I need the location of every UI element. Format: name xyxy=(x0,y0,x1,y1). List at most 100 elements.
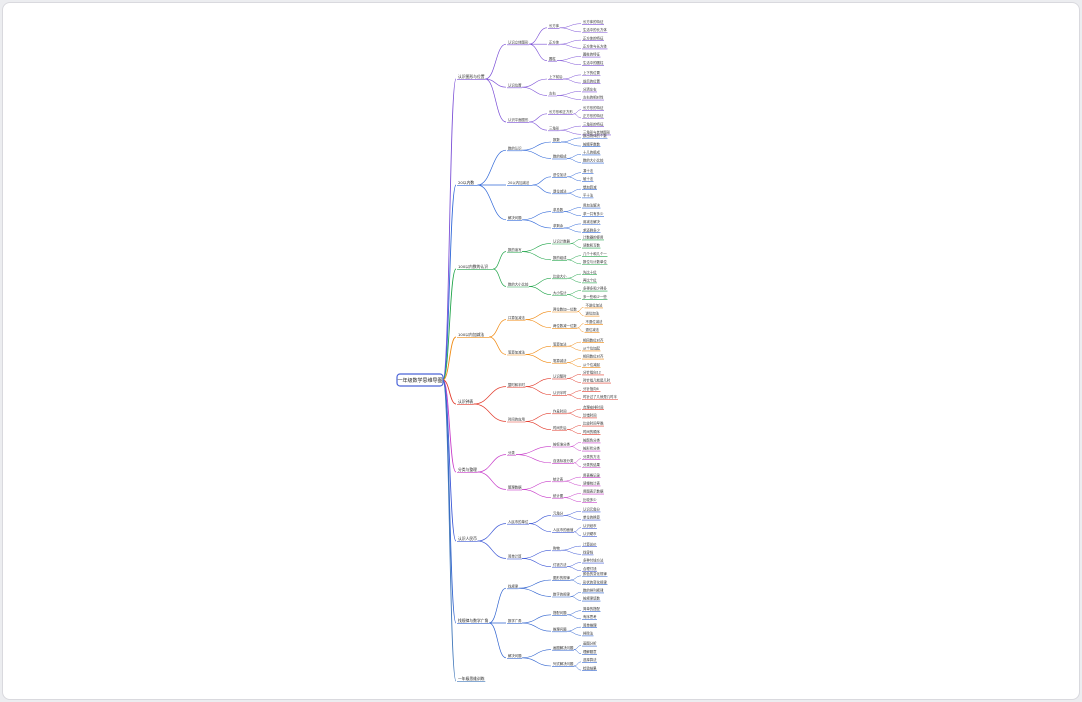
subtopic-6-1-2[interactable]: 自选标准分类 xyxy=(553,458,574,463)
subtopic-6-1-1[interactable]: 按标准分类 xyxy=(553,442,571,447)
topic-4-1[interactable]: 口算加减法 xyxy=(508,315,526,320)
topic-1-3[interactable]: 认识平面图形 xyxy=(508,117,529,122)
subtopic-1-3-1[interactable]: 长方形和正方形 xyxy=(549,109,573,114)
leaf-5-2-1-2[interactable]: 珍惜时间 xyxy=(583,413,597,418)
topic-4-2[interactable]: 笔算加减法 xyxy=(508,350,526,355)
subtopic-7-1-2[interactable]: 人民币的面值 xyxy=(553,527,574,532)
leaf-8-2-1-2[interactable]: 有序思考 xyxy=(583,614,597,619)
leaf-6-1-2-2[interactable]: 分类的结果 xyxy=(583,462,601,467)
subtopic-5-1-2[interactable]: 认识半时 xyxy=(553,390,567,395)
leaf-8-3-2-2[interactable]: 检验结果 xyxy=(583,665,597,670)
leaf-2-1-2-1[interactable]: 十几的组成 xyxy=(583,150,601,155)
leaf-2-1-2-2[interactable]: 数的大小比较 xyxy=(583,158,604,163)
topic-2-1[interactable]: 数的认识 xyxy=(508,145,522,150)
leaf-8-3-1-1[interactable]: 画图分析 xyxy=(583,641,597,646)
leaf-2-2-2-1[interactable]: 想加算减 xyxy=(583,184,597,189)
leaf-2-2-2-2[interactable]: 平十法 xyxy=(583,193,594,198)
subtopic-8-1-2[interactable]: 数字的规律 xyxy=(553,592,571,597)
leaf-1-1-2-2[interactable]: 正方体与长方体 xyxy=(583,44,607,49)
subtopic-4-1-2[interactable]: 两位数减一位数 xyxy=(553,323,577,328)
subtopic-8-2-2[interactable]: 推理问题 xyxy=(553,626,567,631)
leaf-3-2-1-1[interactable]: 先比十位 xyxy=(583,269,597,274)
subtopic-2-2-2[interactable]: 退位减法 xyxy=(553,188,567,193)
leaf-8-2-1-1[interactable]: 简单的搭配 xyxy=(583,606,601,611)
leaf-6-2-2-2[interactable]: 比较多少 xyxy=(583,497,597,502)
topic-7-2[interactable]: 简单计算 xyxy=(508,554,522,559)
leaf-1-1-2-1[interactable]: 正方体的特征 xyxy=(583,35,604,40)
leaf-4-2-2-2[interactable]: 从个位减起 xyxy=(583,362,601,367)
subtopic-1-1-3[interactable]: 圆柱 xyxy=(549,56,556,61)
leaf-3-2-1-2[interactable]: 再比个位 xyxy=(583,278,597,283)
leaf-4-2-1-2[interactable]: 从个位加起 xyxy=(583,346,601,351)
leaf-7-1-1-2[interactable]: 单位的换算 xyxy=(583,515,601,520)
leaf-8-2-2-1[interactable]: 简单推理 xyxy=(583,622,597,627)
subtopic-5-2-2[interactable]: 时间先后 xyxy=(553,425,567,430)
leaf-2-3-2-2[interactable]: 求还剩多少 xyxy=(583,227,601,232)
topic-3-2[interactable]: 数的大小比较 xyxy=(508,282,529,287)
leaf-5-2-2-2[interactable]: 时间的顺序 xyxy=(583,429,601,434)
subtopic-3-2-1[interactable]: 比较大小 xyxy=(553,273,567,278)
leaf-6-2-2-1[interactable]: 用图表示数据 xyxy=(583,489,604,494)
leaf-5-1-1-2[interactable]: 时针指几就是几时 xyxy=(583,378,611,383)
leaf-3-2-2-1[interactable]: 多得多和少得多 xyxy=(583,286,607,291)
leaf-6-2-1-1[interactable]: 用表格记录 xyxy=(583,472,601,477)
branch-3[interactable]: 100以内数的认识 xyxy=(458,264,488,269)
leaf-4-2-1-1[interactable]: 相同数位对齐 xyxy=(583,337,604,342)
subtopic-4-2-1[interactable]: 笔算加法 xyxy=(553,341,567,346)
subtopic-3-1-1[interactable]: 认识计数器 xyxy=(553,239,571,244)
subtopic-2-2-1[interactable]: 进位加法 xyxy=(553,172,567,177)
topic-1-1[interactable]: 认识立体图形 xyxy=(508,39,529,44)
leaf-4-2-2-1[interactable]: 相同数位对齐 xyxy=(583,354,604,359)
subtopic-2-1-2[interactable]: 数的组成 xyxy=(553,154,567,159)
subtopic-1-1-2[interactable]: 正方体 xyxy=(549,39,560,44)
leaf-1-2-1-1[interactable]: 上下的位置 xyxy=(583,70,601,75)
topic-6-1[interactable]: 分类 xyxy=(508,450,515,455)
branch-2[interactable]: 20以内数 xyxy=(458,180,474,185)
leaf-6-1-2-1[interactable]: 分类的方法 xyxy=(583,454,601,459)
topic-6-2[interactable]: 整理数据 xyxy=(508,485,522,490)
leaf-8-3-2-1[interactable]: 选择算法 xyxy=(583,657,597,662)
topic-5-1[interactable]: 整时和半时 xyxy=(508,382,526,387)
leaf-2-3-1-2[interactable]: 求一共有多少 xyxy=(583,211,604,216)
leaf-8-2-2-2[interactable]: 排除法 xyxy=(583,631,594,636)
subtopic-2-3-1[interactable]: 求总数 xyxy=(553,207,564,212)
leaf-4-1-1-1[interactable]: 不进位加法 xyxy=(586,303,604,308)
leaf-2-3-2-1[interactable]: 用减法解决 xyxy=(583,219,601,224)
leaf-1-2-2-2[interactable]: 左右的相对性 xyxy=(583,95,604,100)
branch-6[interactable]: 分类与整理 xyxy=(458,467,477,472)
subtopic-7-2-1[interactable]: 购物 xyxy=(553,545,560,550)
topic-3-1[interactable]: 数的读写 xyxy=(508,247,522,252)
subtopic-8-2-1[interactable]: 搭配问题 xyxy=(553,610,567,615)
subtopic-7-2-2[interactable]: 付钱方法 xyxy=(553,562,567,567)
subtopic-7-1-1[interactable]: 元角分 xyxy=(553,511,564,516)
leaf-2-3-1-1[interactable]: 用加法解决 xyxy=(583,203,601,208)
leaf-7-1-1-1[interactable]: 认识元角分 xyxy=(583,507,601,512)
subtopic-1-1-1[interactable]: 长方体 xyxy=(549,23,560,28)
topic-5-2[interactable]: 时间的应用 xyxy=(508,417,525,422)
branch-7[interactable]: 认识人民币 xyxy=(458,536,477,541)
topic-7-1[interactable]: 人民币的单位 xyxy=(508,519,529,524)
topic-2-2[interactable]: 20以内加减法 xyxy=(508,180,530,185)
subtopic-2-3-2[interactable]: 求剩余 xyxy=(553,223,564,228)
leaf-7-2-2-1[interactable]: 多种付钱方法 xyxy=(583,558,604,563)
branch-9[interactable]: 一年级思维训练 xyxy=(458,676,485,681)
topic-1-2[interactable]: 认识位置 xyxy=(508,82,522,87)
leaf-7-2-1-2[interactable]: 找零钱 xyxy=(583,550,594,555)
branch-8[interactable]: 找规律与数学广角 xyxy=(458,618,489,623)
topic-2-3[interactable]: 解决问题 xyxy=(508,215,522,220)
subtopic-8-3-2[interactable]: 列式解决问题 xyxy=(553,661,574,666)
leaf-5-1-1-1[interactable]: 分针指向12 xyxy=(583,370,601,375)
leaf-1-1-3-1[interactable]: 圆柱的特征 xyxy=(583,52,601,57)
subtopic-1-2-1[interactable]: 上下前后 xyxy=(549,74,563,79)
leaf-6-2-1-2[interactable]: 读懂统计表 xyxy=(583,481,601,486)
leaf-1-3-2-1[interactable]: 三角形的特征 xyxy=(583,121,604,126)
leaf-2-2-1-2[interactable]: 破十法 xyxy=(583,176,594,181)
leaf-8-1-1-1[interactable]: 颜色的变化规律 xyxy=(583,571,607,576)
leaf-1-1-1-1[interactable]: 长方体的特征 xyxy=(583,19,604,24)
leaf-3-1-1-1[interactable]: 计数器的使用 xyxy=(583,235,603,240)
branch-5[interactable]: 认识钟表 xyxy=(458,399,473,404)
subtopic-4-1-1[interactable]: 两位数加一位数 xyxy=(553,307,577,312)
subtopic-5-1-1[interactable]: 认识整时 xyxy=(553,374,567,379)
leaf-1-1-3-2[interactable]: 生活中的圆柱 xyxy=(583,60,604,65)
subtopic-5-2-1[interactable]: 作息时间 xyxy=(553,408,567,413)
